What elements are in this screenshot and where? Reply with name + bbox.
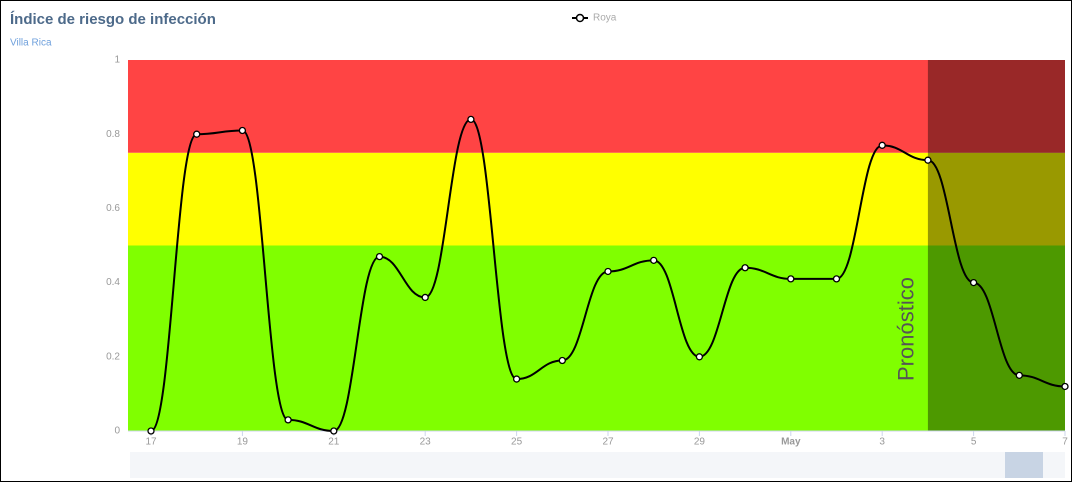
data-point [741, 264, 749, 272]
chart-title: Índice de riesgo de infección [10, 11, 216, 28]
navigator-handle[interactable] [1005, 452, 1043, 478]
data-point [604, 267, 612, 276]
data-point [832, 275, 841, 283]
data-point [512, 375, 521, 383]
data-point [193, 130, 201, 138]
chart-subtitle: Villa Rica [10, 38, 52, 49]
x-tick-label: 25 [511, 437, 523, 448]
data-point [147, 427, 155, 435]
y-tick-label: 0.2 [106, 351, 120, 362]
y-tick-label: 0.8 [106, 129, 120, 140]
x-tick-label: 23 [420, 437, 432, 448]
x-tick-label: 5 [971, 437, 977, 448]
data-point [969, 278, 978, 287]
y-tick-label: 1 [114, 55, 120, 66]
x-tick-label: 17 [145, 437, 157, 448]
legend-marker [575, 13, 585, 23]
forecast-label: Pronóstico [894, 277, 919, 381]
x-tick-label: 3 [879, 437, 885, 448]
plot-area: Pronóstico 0 0.2 0.4 0.6 0.8 1 17 19 21 23 25 27 29 Ma… [106, 55, 1069, 448]
data-point [238, 126, 247, 135]
legend-label: Roya [593, 13, 617, 24]
y-tick-label: 0 [114, 426, 120, 437]
data-point [421, 293, 429, 302]
x-tick-label: 29 [694, 437, 706, 448]
navigator [130, 452, 1065, 478]
data-point [467, 115, 475, 124]
data-point [878, 141, 886, 149]
x-tick-label: 7 [1062, 437, 1068, 448]
y-tick-label: 0.6 [106, 203, 120, 214]
plot-band [128, 245, 1065, 431]
plot-band [128, 60, 1065, 153]
x-tick-label: 21 [328, 437, 340, 448]
x-tick-label: 27 [602, 437, 614, 448]
x-tick-label: 19 [237, 437, 249, 448]
data-point [650, 256, 658, 264]
y-tick-label: 0.4 [106, 277, 120, 288]
data-point [330, 427, 338, 435]
forecast-region [927, 60, 1065, 431]
data-point [1015, 371, 1023, 380]
data-point [284, 416, 292, 424]
data-point [924, 156, 932, 164]
plot-band [128, 152, 1065, 246]
x-tick-label: May [781, 437, 801, 448]
data-point [558, 356, 566, 365]
data-point [787, 275, 795, 283]
data-point [375, 252, 384, 261]
data-point [1061, 382, 1069, 391]
data-point [695, 353, 704, 361]
